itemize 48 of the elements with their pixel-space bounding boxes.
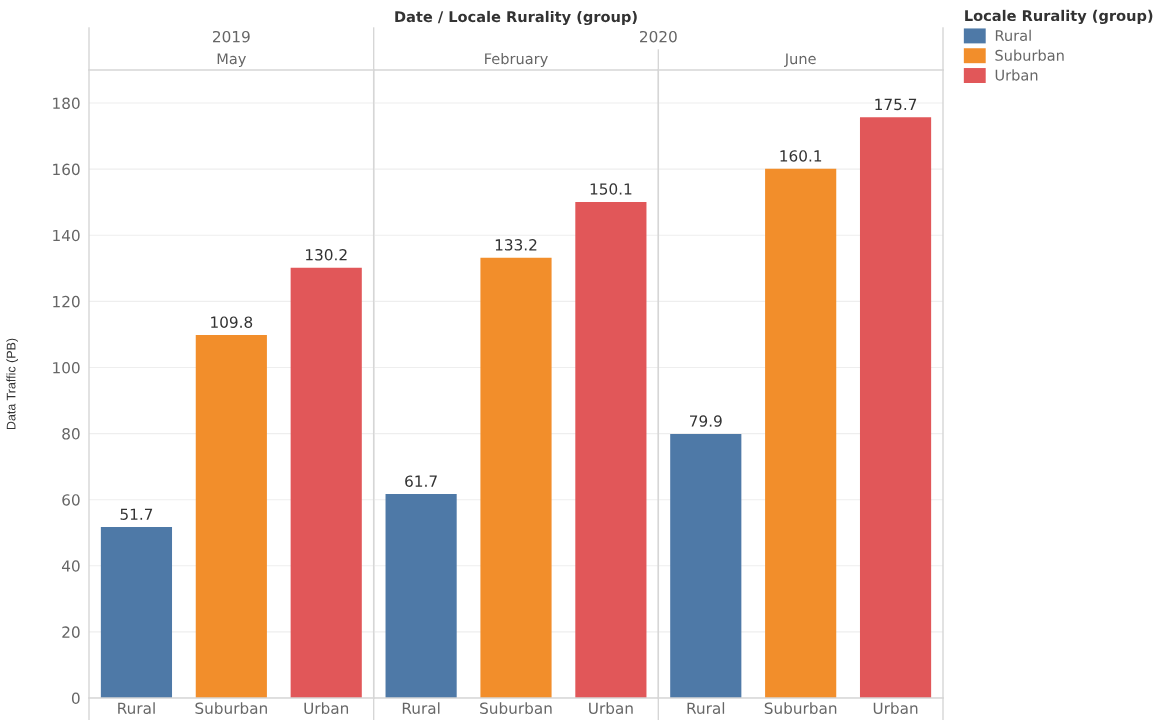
data-label: 150.1 bbox=[590, 183, 632, 195]
x-tick-label: Urban bbox=[304, 702, 349, 714]
x-axis-title: Date / Locale Rurality (group) bbox=[395, 10, 637, 26]
x-tick-label: Rural bbox=[402, 702, 440, 714]
bar bbox=[765, 168, 837, 698]
legend-label: Urban bbox=[995, 69, 1038, 81]
x-tick-label: Suburban bbox=[764, 702, 837, 714]
text: 2020 bbox=[640, 30, 677, 43]
bar bbox=[480, 257, 552, 698]
data-label: 61.7 bbox=[405, 475, 437, 487]
x-tick-label: Suburban bbox=[195, 702, 267, 714]
x-tick-label: Suburban bbox=[480, 702, 552, 714]
bar bbox=[575, 201, 647, 698]
text: 2019 bbox=[213, 30, 250, 43]
data-label: 130.2 bbox=[306, 248, 347, 261]
bar bbox=[859, 117, 932, 698]
y-tick-label: 40 bbox=[61, 560, 80, 572]
legend-title: Locale Rurality (group) bbox=[965, 9, 1153, 25]
y-tick-label: 60 bbox=[62, 494, 80, 506]
x-tick-label: Rural bbox=[687, 702, 725, 714]
data-label: 109.8 bbox=[211, 316, 253, 328]
data-label: 175.7 bbox=[875, 98, 917, 111]
data-label: 79.9 bbox=[690, 415, 722, 427]
x-tick-label: Rural bbox=[118, 702, 155, 714]
legend-label: Rural bbox=[995, 29, 1031, 42]
bar bbox=[670, 433, 742, 698]
data-label: 133.2 bbox=[495, 239, 537, 251]
bar bbox=[385, 494, 457, 698]
text: May bbox=[217, 53, 246, 68]
y-tick-label: 100 bbox=[53, 361, 80, 374]
text: June bbox=[784, 53, 816, 67]
y-axis-title: Data Traffic (PB) bbox=[6, 338, 18, 430]
data-label: 51.7 bbox=[120, 508, 153, 520]
bar bbox=[195, 335, 267, 698]
y-tick-label: 180 bbox=[53, 97, 80, 110]
data-label: 160.1 bbox=[780, 150, 822, 162]
y-tick-label: 120 bbox=[53, 295, 80, 308]
y-tick-label: 80 bbox=[62, 428, 80, 440]
y-tick-label: 140 bbox=[53, 229, 80, 242]
legend-label: Suburban bbox=[995, 49, 1064, 61]
bar bbox=[100, 527, 173, 698]
bar bbox=[290, 267, 362, 698]
text: February bbox=[485, 52, 548, 68]
y-tick-label: 0 bbox=[71, 692, 80, 705]
x-tick-label: Urban bbox=[589, 702, 633, 714]
x-tick-label: Urban bbox=[873, 702, 918, 714]
y-tick-label: 160 bbox=[53, 163, 80, 176]
y-tick-label: 20 bbox=[62, 626, 80, 638]
